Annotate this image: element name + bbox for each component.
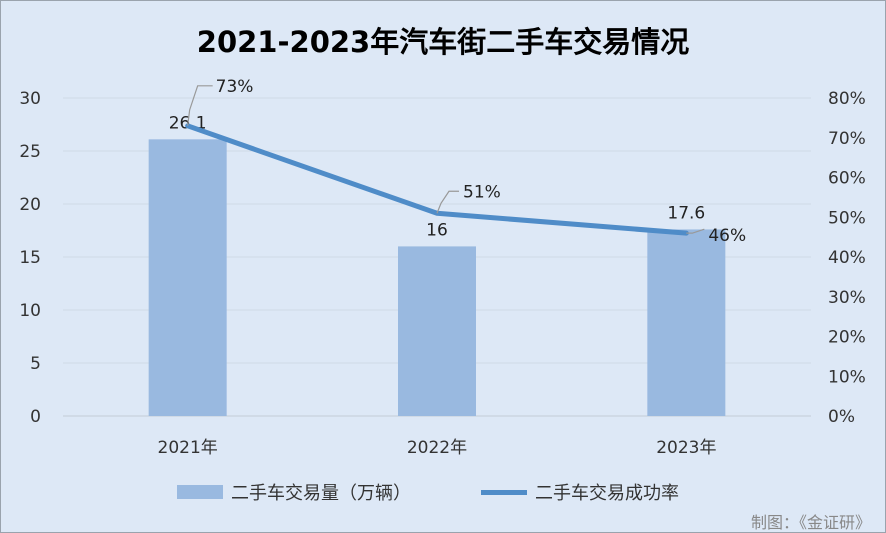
- y-left-tick-label: 20: [19, 195, 41, 215]
- y-right-tick-label: 30%: [828, 288, 866, 308]
- rate-line: [185, 123, 689, 236]
- x-category-label: 2023年: [656, 438, 716, 458]
- y-left-tick-label: 10: [19, 301, 41, 321]
- bar: [148, 139, 227, 416]
- line-label-leader: [686, 228, 705, 234]
- y-right-tick-label: 70%: [828, 129, 866, 149]
- legend-item-rate: 二手车交易成功率: [481, 479, 679, 505]
- y-left-tick-label: 0: [30, 407, 41, 427]
- y-right-tick-label: 20%: [828, 328, 866, 348]
- bar: [398, 246, 476, 416]
- legend-swatch-line: [481, 489, 527, 495]
- bar-data-label: 16: [426, 220, 448, 240]
- y-right-tick-label: 80%: [828, 89, 866, 109]
- line-data-label: 73%: [216, 77, 254, 97]
- legend-label-rate: 二手车交易成功率: [535, 483, 679, 504]
- y-right-tick-label: 10%: [828, 367, 866, 387]
- y-left-tick-label: 5: [30, 354, 41, 374]
- y-right-tick-label: 60%: [828, 169, 866, 189]
- y-right-tick-label: 40%: [828, 248, 866, 268]
- credit-text: 制图：《金证研》: [750, 513, 871, 532]
- line-data-label: 51%: [463, 182, 501, 202]
- y-left-tick-label: 25: [19, 142, 41, 162]
- x-category-label: 2021年: [158, 438, 218, 458]
- legend: 二手车交易量（万辆） 二手车交易成功率: [1, 479, 885, 505]
- legend-swatch-bar: [177, 485, 223, 499]
- bar-data-label: 17.6: [667, 203, 705, 223]
- y-left-tick-label: 15: [19, 248, 41, 268]
- chart-title: 2021-2023年汽车街二手车交易情况: [196, 25, 690, 59]
- y-right-tick-label: 50%: [828, 208, 866, 228]
- line-data-label: 46%: [708, 226, 746, 246]
- x-category-label: 2022年: [407, 438, 467, 458]
- line-label-leader: [436, 190, 459, 214]
- y-left-tick-label: 30: [19, 89, 41, 109]
- y-right-tick-label: 0%: [828, 407, 855, 427]
- bar: [647, 229, 726, 416]
- legend-item-volume: 二手车交易量（万辆）: [177, 479, 411, 505]
- legend-label-volume: 二手车交易量（万辆）: [231, 483, 411, 504]
- line-label-leader: [187, 85, 213, 126]
